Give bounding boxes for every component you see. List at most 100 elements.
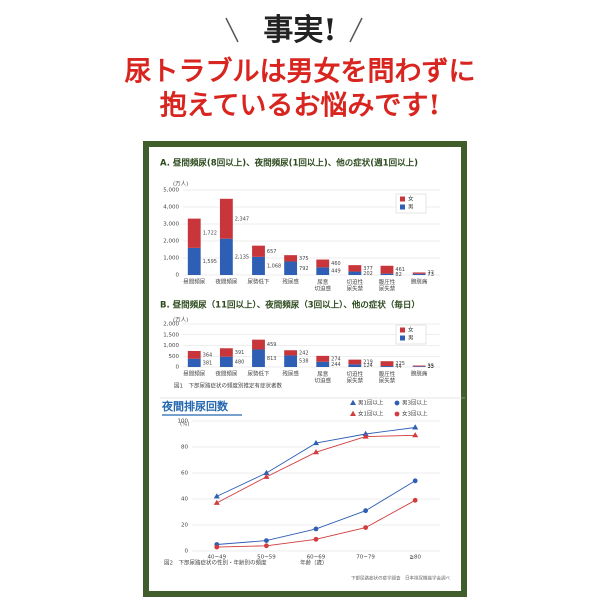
x-tick-label: 50~59 [257,555,276,561]
legend-label: 女1回以上 [358,410,384,418]
marker [263,473,270,479]
marker [263,469,270,475]
bar-segment [284,355,298,367]
bar-segment [284,261,298,275]
value-label: 538 [299,359,309,365]
y-tick-label: 2,000 [163,239,179,245]
x-tick-label: 夜間頻尿 [215,278,238,286]
y-tick-label: 1,000 [163,256,179,262]
y-tick-label: 40 [181,497,188,503]
marker [264,538,269,543]
marker [362,433,369,439]
y-tick-label: 500 [169,354,180,360]
legend-label: 女3回以上 [402,410,428,418]
marker [313,526,319,532]
y-tick-label: 0 [176,273,180,279]
bar-segment [252,349,265,367]
legend-swatch [400,204,405,210]
bar-segment [348,265,362,272]
x-tick-label: 残尿感 [282,370,299,378]
value-label: 460 [331,261,341,267]
bar-segment [316,267,330,275]
x-tick-label: 70~79 [356,555,375,561]
value-label: 274 [331,356,341,362]
value-label: 1,068 [267,263,281,269]
marker [313,449,319,455]
value-label: 242 [299,350,309,356]
value-label: 219 [363,359,373,365]
y-tick-label: 1,000 [163,343,179,349]
x-tick-label: 腹圧性尿失禁 [379,370,396,385]
x-axis-label: 年齢（歳） [300,559,328,567]
caption: 図1 下部尿路症状の頻度別推定有症状者数 [174,382,283,390]
marker [264,543,269,549]
y-tick-label: 2,000 [163,322,179,328]
x-tick-label: 尿勢低下 [247,370,270,378]
deco-slash [349,17,363,43]
bar-segment [219,356,233,367]
marker [412,432,419,438]
x-tick-label: 膀胱痛 [411,370,428,378]
x-tick-label: 40~49 [207,555,226,561]
y-tick-label: 0 [185,549,189,555]
marker [350,399,356,405]
x-tick-label: 切迫性尿失禁 [347,370,364,385]
marker [313,439,319,446]
x-tick-label: 尿勢低下 [247,278,270,286]
chart-title: B. 昼間頻尿（11回以上）、夜間頻尿（3回以上）、他の症状（毎日） [160,300,420,311]
y-tick-label: 80 [181,445,188,451]
bar-segment [252,339,265,350]
bar-segment [187,350,201,359]
marker [313,536,319,542]
bar-segment [219,348,233,357]
marker [363,508,368,514]
marker [350,410,356,416]
unit: (万人) [173,181,188,188]
value-label: 480 [235,359,245,365]
value-label: 375 [299,256,309,262]
bar-segment [284,255,298,262]
marker [412,478,418,484]
x-tick-label: 尿意切迫感 [314,278,331,293]
legend-label: 男3回以上 [402,399,428,407]
unit: (万人) [173,317,188,324]
value-label: 1,595 [203,259,217,265]
value-label: 124 [363,363,373,369]
source: 下部尿路症状の疫学調査 日本排尿機能学会調べ [351,575,450,582]
bar-segment [348,359,362,365]
value-label: 2,347 [235,216,249,222]
y-tick-label: 20 [181,523,188,529]
x-tick-label: 残尿感 [282,278,299,286]
value-label: 391 [235,350,245,356]
marker [394,400,400,406]
bar-segment [219,238,233,275]
header-title: 事実! [263,13,336,48]
marker [412,497,418,503]
x-tick-label: 切迫性尿失禁 [347,278,364,293]
legend-label: 女 [408,326,414,334]
legend-swatch [400,335,405,341]
bar-segment [348,271,362,275]
y-tick-label: 3,000 [163,222,179,228]
x-tick-label: 夜間頻尿 [215,370,238,378]
bar-segment [187,247,201,275]
value-label: 35 [428,363,434,369]
x-tick-label: 昼間頻尿 [183,278,206,286]
bar-segment [348,364,362,367]
header-line: 抱えているお悩みです! [160,90,441,122]
legend-label: 女 [408,195,414,203]
value-label: 792 [299,266,309,272]
chart-title: A. 昼間頻尿(8回以上)、夜間頻尿(1回以上)、他の症状(週1回以上) [160,158,418,169]
bar-segment [187,218,201,248]
y-tick-label: 4,000 [163,205,179,211]
value-label: 202 [363,271,373,277]
bar-segment [219,198,233,239]
bar-segment [316,361,330,367]
deco-slash [225,17,239,43]
marker [394,411,400,417]
value-label: 459 [267,342,277,348]
value-label: 364 [203,352,213,358]
x-tick-label: 膀胱痛 [411,278,428,286]
bar-segment [284,350,298,356]
